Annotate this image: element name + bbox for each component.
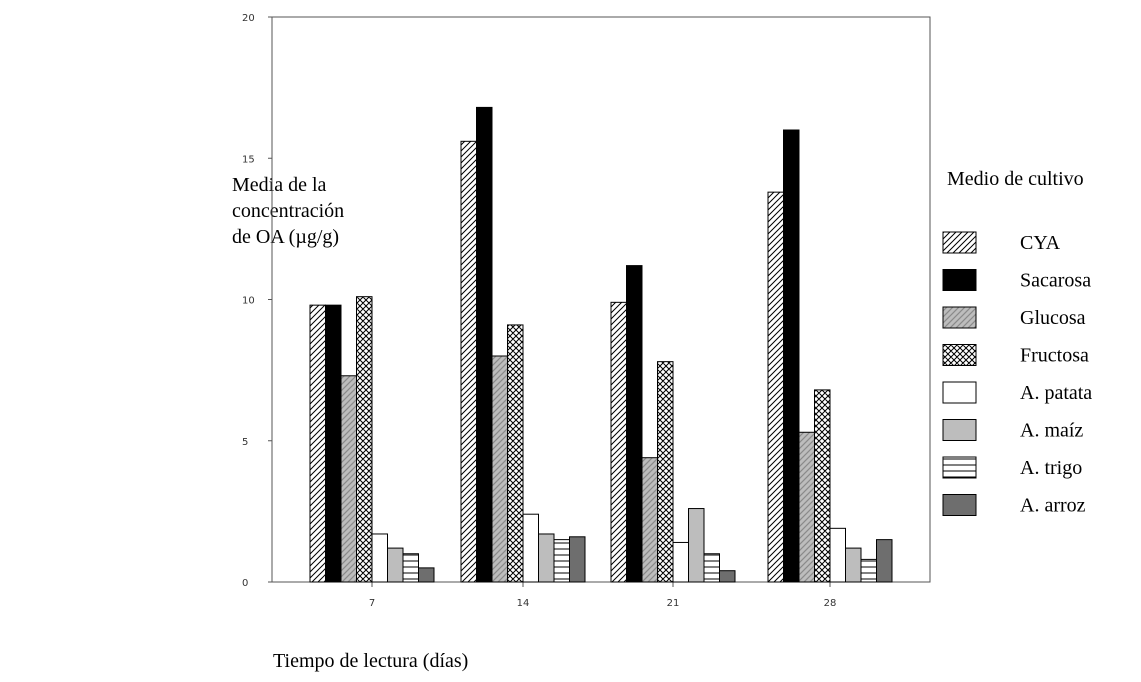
bar-fructosa-14 xyxy=(507,324,524,583)
bar-glucosa-28 xyxy=(798,431,815,583)
legend: CYA Sacarosa Glucosa Fructosa A. patata A. ma… xyxy=(942,231,1092,517)
legend-label-sacarosa: Sacarosa xyxy=(1020,270,1091,292)
bar-fructosa-28 xyxy=(814,389,831,583)
bar-a-ma-z-21 xyxy=(688,508,705,583)
bar-a-ma-z-14 xyxy=(538,533,555,583)
bar-fructosa-7 xyxy=(356,296,373,583)
x-tick-label: 21 xyxy=(667,598,680,609)
legend-label-a-ma-z: A. maíz xyxy=(1020,420,1083,442)
x-tick-label: 28 xyxy=(824,598,837,609)
legend-swatch-glucosa xyxy=(942,306,977,329)
y-axis: 0 5 10 15 20 xyxy=(242,13,272,589)
bar-glucosa-7 xyxy=(340,375,357,583)
bar-a-arroz-14 xyxy=(569,536,586,583)
y-tick-label: 0 xyxy=(242,578,248,589)
bar-a-patata-14 xyxy=(522,513,539,583)
legend-swatch-a-trigo xyxy=(942,456,977,479)
bar-a-arroz-21 xyxy=(719,570,736,583)
legend-swatch-fructosa xyxy=(942,344,977,366)
bar-sacarosa-14 xyxy=(476,106,493,583)
y-axis-title: Media de la concentración de OA (µg/g) xyxy=(232,172,344,250)
legend-label-a-trigo: A. trigo xyxy=(1020,457,1082,479)
legend-swatch-a-ma-z xyxy=(942,419,977,441)
bar-a-trigo-28 xyxy=(860,558,877,583)
bar-glucosa-14 xyxy=(491,355,508,583)
bar-glucosa-21 xyxy=(641,457,658,583)
x-tick-label: 14 xyxy=(517,598,530,609)
bar-a-arroz-28 xyxy=(876,539,893,583)
bar-a-patata-28 xyxy=(829,527,846,583)
bar-a-trigo-21 xyxy=(703,553,720,583)
y-tick-label: 10 xyxy=(242,296,255,307)
bar-a-ma-z-28 xyxy=(845,547,862,583)
bar-a-ma-z-7 xyxy=(387,547,404,583)
bar-cya-14 xyxy=(460,140,477,583)
bar-fructosa-21 xyxy=(657,361,674,583)
y-axis-title-line-1: Media de la xyxy=(232,174,327,196)
legend-swatch-a-patata xyxy=(942,381,977,404)
bar-a-trigo-7 xyxy=(402,553,419,583)
legend-label-cya: CYA xyxy=(1020,232,1061,254)
x-tick-label: 7 xyxy=(369,598,375,609)
bar-cya-28 xyxy=(767,191,784,583)
bars xyxy=(309,106,893,583)
bar-sacarosa-28 xyxy=(783,129,800,583)
bar-a-arroz-7 xyxy=(418,567,435,583)
y-tick-label: 15 xyxy=(242,154,255,165)
bar-a-patata-7 xyxy=(371,533,388,583)
legend-title: Medio de cultivo xyxy=(947,168,1084,190)
y-axis-title-line-3: de OA (µg/g) xyxy=(232,226,340,248)
y-tick-label: 20 xyxy=(242,13,255,24)
x-axis: 7 14 21 28 xyxy=(369,582,837,609)
legend-swatch-a-arroz xyxy=(942,494,977,516)
legend-label-a-patata: A. patata xyxy=(1020,382,1092,404)
y-tick-label: 5 xyxy=(242,437,248,448)
y-axis-title-line-2: concentración xyxy=(232,200,345,222)
bar-cya-21 xyxy=(610,301,627,583)
bar-a-patata-21 xyxy=(672,541,689,583)
legend-label-glucosa: Glucosa xyxy=(1020,307,1086,329)
bar-sacarosa-7 xyxy=(325,304,342,583)
bar-cya-7 xyxy=(309,304,326,583)
legend-swatch-sacarosa xyxy=(942,269,977,291)
legend-swatch-cya xyxy=(942,231,977,254)
legend-label-fructosa: Fructosa xyxy=(1020,345,1089,367)
legend-label-a-arroz: A. arroz xyxy=(1020,495,1086,517)
x-axis-title: Tiempo de lectura (días) xyxy=(273,650,469,672)
bar-sacarosa-21 xyxy=(626,265,643,583)
bar-a-trigo-14 xyxy=(553,539,570,583)
